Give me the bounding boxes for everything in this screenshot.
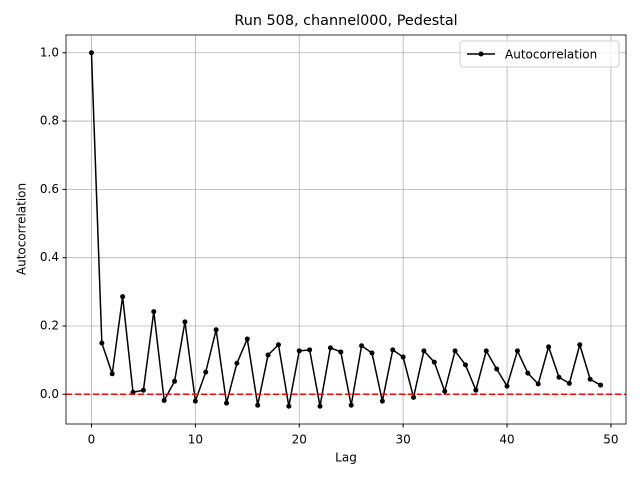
data-point [494, 366, 500, 372]
legend-label: Autocorrelation [505, 48, 597, 62]
data-point [431, 359, 437, 365]
x-tick-label: 20 [292, 433, 307, 447]
x-tick-label: 30 [396, 433, 411, 447]
data-point [452, 348, 458, 354]
data-point [286, 403, 292, 409]
data-point [369, 350, 375, 356]
data-point [587, 376, 593, 382]
x-tick-label: 0 [88, 433, 96, 447]
data-point [442, 388, 448, 394]
y-tick-label: 0.4 [40, 250, 59, 264]
data-point [317, 403, 323, 409]
data-point [255, 402, 261, 408]
chart-title: Run 508, channel000, Pedestal [234, 13, 457, 29]
data-line [90, 52, 601, 407]
data-point [265, 352, 271, 358]
data-point [224, 400, 230, 406]
data-point [172, 378, 178, 384]
data-point [338, 349, 344, 355]
data-point [307, 347, 313, 353]
x-tick-label: 40 [499, 433, 514, 447]
data-point [462, 362, 468, 368]
legend-marker [478, 51, 484, 57]
y-tick-label: 0.6 [40, 182, 59, 196]
x-axis-label: Lag [335, 451, 357, 465]
data-point [109, 371, 115, 377]
data-point [130, 389, 136, 395]
data-point [566, 380, 572, 386]
data-point [296, 348, 302, 354]
data-point [514, 348, 520, 354]
data-point [88, 50, 94, 56]
data-point [275, 342, 281, 348]
data-point [390, 347, 396, 353]
data-point [598, 382, 604, 388]
data-point [327, 345, 333, 351]
y-tick-label: 0.2 [40, 318, 59, 332]
data-point [151, 309, 157, 315]
data-point [546, 344, 552, 350]
data-point [203, 369, 209, 375]
data-point [577, 342, 583, 348]
data-point [99, 340, 105, 346]
data-point [244, 336, 250, 342]
data-point [348, 402, 354, 408]
legend-box [459, 40, 620, 68]
x-tick-label: 10 [188, 433, 203, 447]
y-tick-label: 1.0 [40, 45, 59, 59]
data-point [359, 343, 365, 349]
data-point [525, 370, 531, 376]
y-tick-label: 0.8 [40, 114, 59, 128]
y-axis-label: Autocorrelation [15, 183, 29, 275]
data-point [213, 327, 219, 333]
data-point [161, 397, 167, 403]
data-point [504, 383, 510, 389]
data-point [421, 348, 427, 354]
data-point [411, 394, 417, 400]
data-point [473, 387, 479, 393]
y-tick-label: 0.0 [40, 387, 59, 401]
data-point [234, 360, 240, 366]
data-point [483, 348, 489, 354]
data-point [535, 381, 541, 387]
data-point [379, 398, 385, 404]
data-point [400, 354, 406, 360]
plot-frame [65, 34, 627, 425]
x-tick-label: 50 [603, 433, 618, 447]
data-point [182, 319, 188, 325]
data-point [556, 374, 562, 380]
data-point [140, 387, 146, 393]
data-point [120, 294, 126, 300]
data-point [192, 398, 198, 404]
